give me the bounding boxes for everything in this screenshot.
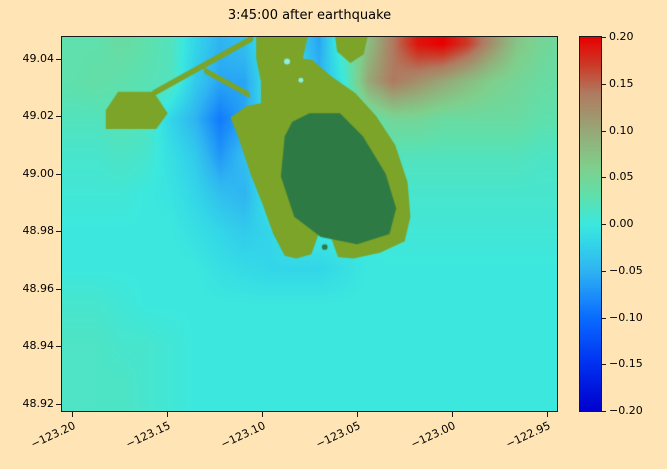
colorbar-tick-mark xyxy=(602,37,606,38)
y-tick-mark xyxy=(56,404,61,405)
y-tick-mark xyxy=(56,289,61,290)
y-tick-label: 48.98 xyxy=(22,224,55,237)
colorbar-tick-label: 0.15 xyxy=(609,77,634,90)
x-tick-label: −123.10 xyxy=(218,419,268,451)
y-tick-mark xyxy=(56,59,61,60)
x-tick-label: −123.05 xyxy=(313,419,363,451)
colorbar-tick-label: 0.10 xyxy=(609,124,634,137)
y-tick-label: 49.02 xyxy=(22,109,55,122)
y-tick-label: 48.94 xyxy=(22,339,55,352)
colorbar-tick-label: 0.00 xyxy=(609,217,634,230)
y-tick-label: 48.96 xyxy=(22,282,55,295)
x-tick-mark xyxy=(357,412,358,417)
y-tick-mark xyxy=(56,346,61,347)
x-tick-label: −122.95 xyxy=(503,419,553,451)
colorbar-canvas xyxy=(580,37,601,411)
colorbar-tick-mark xyxy=(602,177,606,178)
y-tick-label: 49.00 xyxy=(22,167,55,180)
colorbar-tick-mark xyxy=(602,224,606,225)
y-tick-mark xyxy=(56,174,61,175)
x-tick-mark xyxy=(167,412,168,417)
colorbar-tick-label: 0.05 xyxy=(609,170,634,183)
x-tick-label: −123.00 xyxy=(408,419,458,451)
colorbar-tick-mark xyxy=(602,271,606,272)
y-tick-mark xyxy=(56,231,61,232)
colorbar-tick-label: −0.15 xyxy=(609,357,643,370)
colorbar-tick-label: −0.05 xyxy=(609,264,643,277)
colorbar-tick-mark xyxy=(602,318,606,319)
y-tick-mark xyxy=(56,116,61,117)
colorbar-tick-mark xyxy=(602,411,606,412)
y-tick-label: 49.04 xyxy=(22,52,55,65)
colorbar-tick-mark xyxy=(602,84,606,85)
colorbar-tick-label: 0.20 xyxy=(609,30,634,43)
x-tick-mark xyxy=(452,412,453,417)
y-tick-label: 48.92 xyxy=(22,397,55,410)
x-tick-mark xyxy=(547,412,548,417)
heatmap-canvas xyxy=(62,37,557,411)
x-tick-label: −123.15 xyxy=(123,419,173,451)
colorbar-tick-mark xyxy=(602,364,606,365)
colorbar-tick-label: −0.10 xyxy=(609,311,643,324)
colorbar-tick-mark xyxy=(602,131,606,132)
chart-title: 3:45:00 after earthquake xyxy=(227,8,392,23)
x-tick-mark xyxy=(262,412,263,417)
plot-area xyxy=(61,36,558,412)
x-tick-label: −123.20 xyxy=(28,419,78,451)
x-tick-mark xyxy=(72,412,73,417)
colorbar-tick-label: −0.20 xyxy=(609,404,643,417)
colorbar xyxy=(579,36,602,412)
